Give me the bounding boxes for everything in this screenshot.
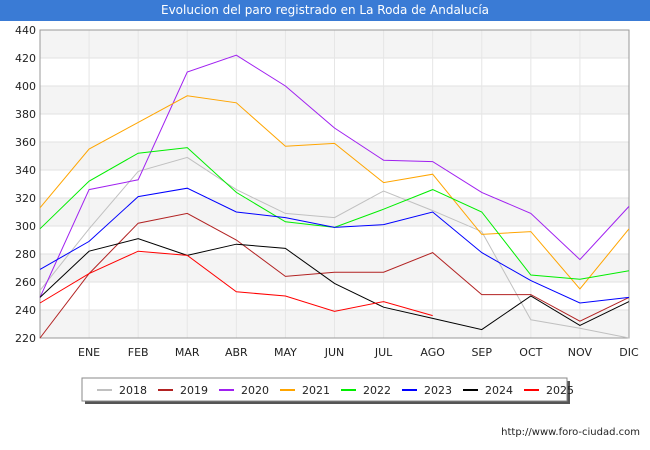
legend-label-2023: 2023 xyxy=(424,384,452,397)
series-line-2023 xyxy=(39,187,630,304)
legend-label-2025: 2025 xyxy=(546,384,574,397)
series-line-2019 xyxy=(39,212,630,339)
x-tick-label: MAY xyxy=(274,346,297,359)
y-tick-label: 440 xyxy=(15,24,36,37)
x-tick-label: AGO xyxy=(420,346,445,359)
x-tick-label: ABR xyxy=(225,346,248,359)
y-tick-label: 380 xyxy=(15,108,36,121)
y-tick-label: 280 xyxy=(15,248,36,261)
x-tick-label: MAR xyxy=(175,346,200,359)
x-tick-label: JUN xyxy=(324,346,345,359)
series-line-2024 xyxy=(39,238,630,331)
series-line-2020 xyxy=(39,54,630,298)
y-tick-label: 400 xyxy=(15,80,36,93)
legend-label-2024: 2024 xyxy=(485,384,513,397)
y-tick-label: 240 xyxy=(15,304,36,317)
y-tick-label: 220 xyxy=(15,332,36,345)
x-tick-label: FEB xyxy=(128,346,149,359)
y-tick-label: 340 xyxy=(15,164,36,177)
y-tick-label: 420 xyxy=(15,52,36,65)
legend-label-2020: 2020 xyxy=(241,384,269,397)
legend-label-2021: 2021 xyxy=(302,384,330,397)
legend-label-2018: 2018 xyxy=(119,384,147,397)
x-tick-label: OCT xyxy=(519,346,542,359)
y-tick-label: 300 xyxy=(15,220,36,233)
x-tick-label: DIC xyxy=(619,346,639,359)
footer-url[interactable]: http://www.foro-ciudad.com xyxy=(501,427,640,438)
y-tick-label: 360 xyxy=(15,136,36,149)
x-tick-label: ENE xyxy=(78,346,100,359)
series-line-2025 xyxy=(39,250,433,317)
series-line-2018 xyxy=(39,156,630,339)
x-tick-label: JUL xyxy=(374,346,393,359)
plot-frame xyxy=(39,29,630,339)
legend-label-2022: 2022 xyxy=(363,384,391,397)
series-line-2021 xyxy=(39,95,630,290)
y-tick-label: 260 xyxy=(15,276,36,289)
legend-label-2019: 2019 xyxy=(180,384,208,397)
y-tick-label: 320 xyxy=(15,192,36,205)
legend xyxy=(81,377,568,402)
x-tick-label: NOV xyxy=(568,346,593,359)
chart-title: Evolucion del paro registrado en La Roda… xyxy=(0,0,650,21)
x-tick-label: SEP xyxy=(471,346,492,359)
